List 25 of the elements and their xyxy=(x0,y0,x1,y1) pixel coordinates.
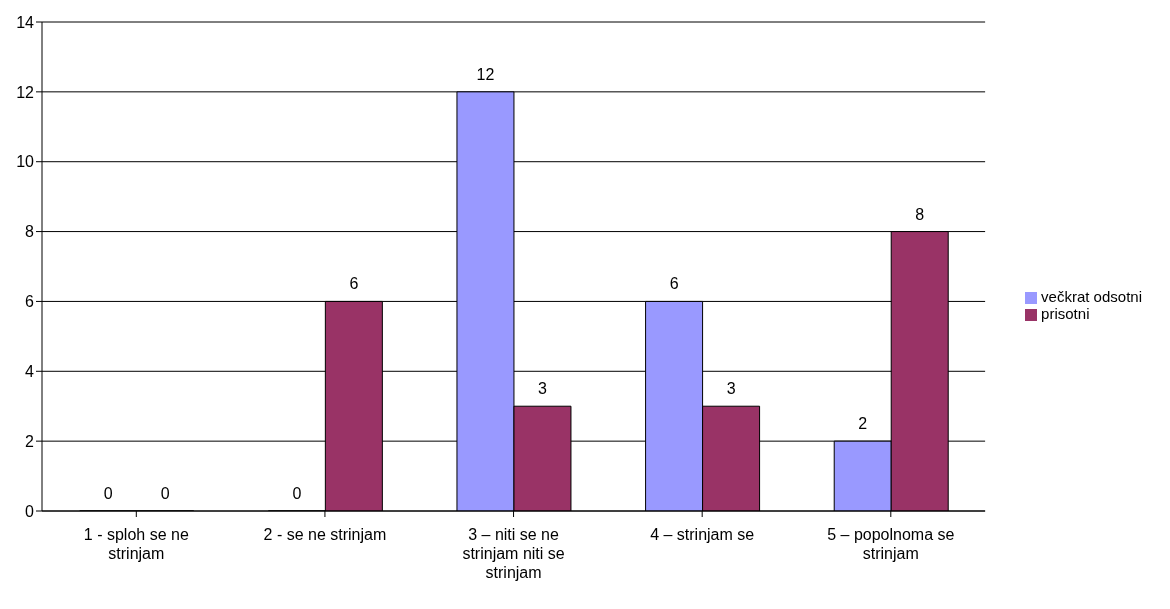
data-label: 3 xyxy=(538,380,548,398)
y-tick-label: 8 xyxy=(25,223,35,241)
data-label: 3 xyxy=(726,380,736,398)
data-label: 0 xyxy=(292,484,302,502)
y-tick-label: 0 xyxy=(25,502,35,520)
y-tick-label: 12 xyxy=(16,83,35,101)
y-tick-label: 4 xyxy=(25,362,35,380)
data-label: 12 xyxy=(476,65,495,83)
x-tick-label: 2 - se ne strinjam xyxy=(263,525,387,543)
x-tick-label: 3 – niti se ne strinjam niti se strinjam xyxy=(462,525,565,582)
data-label: 8 xyxy=(915,205,925,223)
data-label: 6 xyxy=(349,275,359,293)
x-tick-label: 4 – strinjam se xyxy=(650,525,755,543)
legend-label: večkrat odsotni xyxy=(1041,287,1142,305)
legend-label: prisotni xyxy=(1041,304,1090,322)
data-label: 0 xyxy=(160,484,170,502)
y-tick-label: 6 xyxy=(25,293,35,311)
y-tick-label: 2 xyxy=(25,432,35,450)
data-label: 2 xyxy=(858,415,868,433)
y-tick-label: 10 xyxy=(16,153,35,171)
x-tick-label: 1 - sploh se ne strinjam xyxy=(83,525,189,562)
y-tick-label: 14 xyxy=(16,13,35,31)
data-label: 6 xyxy=(669,275,679,293)
data-label: 0 xyxy=(103,484,113,502)
x-tick-label: 5 – popolnoma se strinjam xyxy=(827,525,955,562)
